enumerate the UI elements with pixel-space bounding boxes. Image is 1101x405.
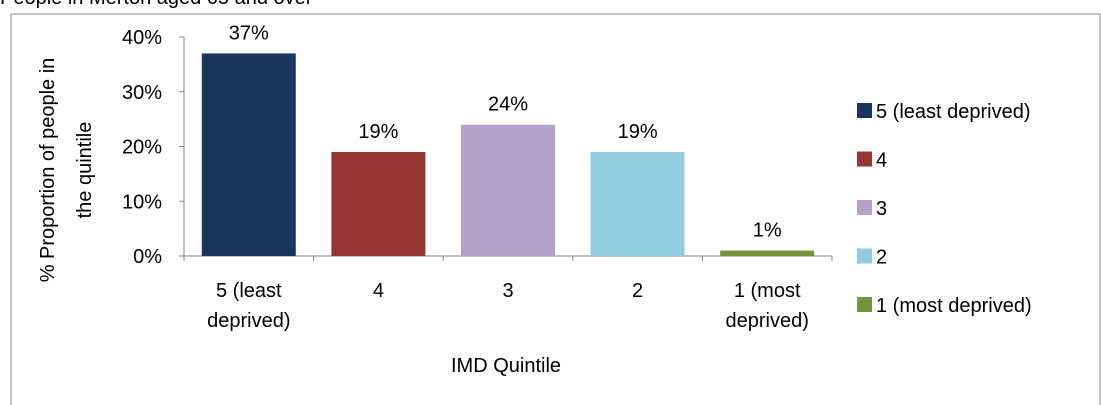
bars — [201, 53, 815, 256]
legend-swatch — [857, 248, 872, 264]
bar — [461, 124, 555, 256]
legend-swatch — [857, 151, 872, 167]
y-tick-label: 0% — [133, 246, 162, 268]
x-tick-label-line: 1 (most — [734, 280, 801, 302]
y-tick-label: 20% — [122, 137, 162, 159]
legend-swatch — [857, 103, 872, 118]
data-label: 24% — [488, 94, 528, 116]
x-tick-label-line: 4 — [373, 280, 384, 302]
data-label: 1% — [753, 220, 782, 242]
y-axis-title: % Proportion of people in the quintile — [37, 58, 96, 283]
y-axis-title-text: % Proportion of people in the quintile — [37, 58, 96, 283]
x-axis-title: IMD Quintile — [451, 355, 561, 377]
y-axis-title-line: % Proportion of people in — [37, 58, 59, 283]
x-tick-label: 5 (least deprived) — [207, 280, 290, 332]
x-tick-label: 1 (most deprived) — [726, 280, 809, 332]
x-tick-label: 2 — [632, 280, 643, 302]
x-tick-label: 4 — [373, 280, 384, 302]
legend-swatch — [857, 200, 872, 215]
legend-label: 3 — [876, 198, 887, 220]
legend-label: 1 (most deprived) — [876, 295, 1032, 317]
y-tick-label: 40% — [122, 27, 162, 49]
x-axis: 5 (least deprived) 4 3 2 1 (most deprived) — [183, 255, 833, 332]
data-label: 19% — [358, 121, 398, 143]
x-tick-label-line: deprived) — [726, 310, 809, 332]
data-label: 19% — [618, 121, 658, 143]
bar — [590, 151, 685, 256]
x-tick-label-line: 5 (least — [216, 280, 282, 302]
y-tick-label: 10% — [122, 191, 162, 213]
y-axis-title-line: the quintile — [74, 122, 96, 219]
chart-border — [10, 13, 1101, 405]
legend-label: 2 — [876, 247, 887, 269]
y-tick-label: 30% — [122, 82, 162, 104]
x-tick-label-line: 2 — [632, 280, 643, 302]
y-axis: 0% 10% 20% 30% 40% — [122, 27, 185, 268]
data-labels: 37% 19% 24% 19% 1% — [229, 22, 782, 241]
chart-title: People in Merton aged 65 and over — [0, 0, 313, 9]
x-tick-label: 3 — [502, 280, 513, 302]
x-tick-label-line: deprived) — [207, 310, 290, 332]
legend: 5 (least deprived) 4 3 2 1 (most deprived) — [857, 101, 1032, 317]
legend-swatch — [857, 297, 872, 312]
data-label: 37% — [229, 22, 269, 44]
bar — [720, 250, 815, 256]
legend-label: 5 (least deprived) — [876, 101, 1031, 123]
x-tick-label-line: 3 — [502, 280, 513, 302]
legend-label: 4 — [876, 150, 887, 172]
bar — [201, 53, 296, 256]
bar — [331, 151, 426, 256]
